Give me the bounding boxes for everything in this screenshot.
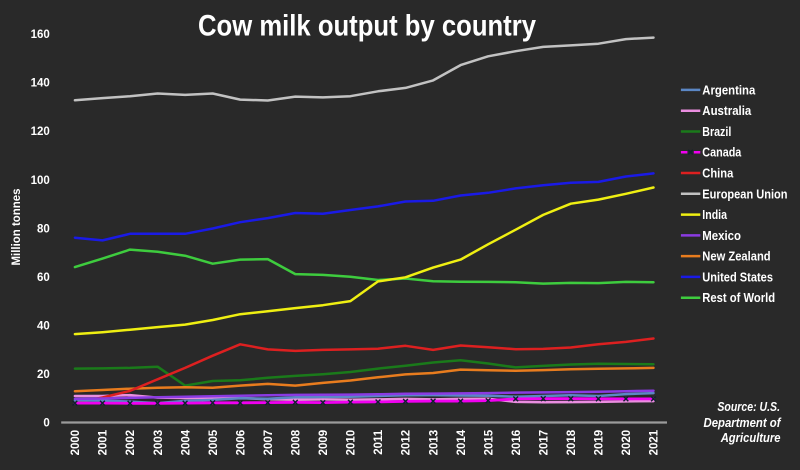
svg-text:2010: 2010 <box>346 430 358 456</box>
svg-text:2005: 2005 <box>208 429 220 455</box>
svg-text:2021: 2021 <box>649 429 661 455</box>
svg-text:Cow milk output by country: Cow milk output by country <box>198 10 536 43</box>
svg-text:2008: 2008 <box>291 429 303 455</box>
svg-text:2019: 2019 <box>594 430 606 456</box>
svg-text:European Union: European Union <box>702 187 787 201</box>
svg-text:Argentina: Argentina <box>702 83 756 97</box>
svg-text:2003: 2003 <box>153 430 165 456</box>
svg-text:2012: 2012 <box>401 430 413 456</box>
svg-text:Source: U.S.: Source: U.S. <box>717 400 780 414</box>
svg-text:2002: 2002 <box>125 430 137 456</box>
svg-text:Australia: Australia <box>702 104 752 118</box>
svg-text:Million tonnes: Million tonnes <box>9 188 23 265</box>
svg-text:2006: 2006 <box>235 430 247 456</box>
svg-text:0: 0 <box>43 418 49 430</box>
svg-text:China: China <box>702 167 734 181</box>
svg-text:100: 100 <box>31 175 50 187</box>
svg-text:40: 40 <box>37 321 50 333</box>
svg-text:Rest of World: Rest of World <box>702 291 775 305</box>
svg-text:160: 160 <box>31 29 50 41</box>
svg-text:2001: 2001 <box>98 429 110 455</box>
svg-text:2000: 2000 <box>70 430 82 456</box>
svg-text:2007: 2007 <box>263 430 275 456</box>
svg-text:2013: 2013 <box>428 430 440 456</box>
svg-text:2020: 2020 <box>621 430 633 456</box>
svg-text:2011: 2011 <box>373 429 385 455</box>
svg-text:Canada: Canada <box>702 146 742 160</box>
svg-text:Mexico: Mexico <box>702 229 741 243</box>
svg-text:2015: 2015 <box>483 429 495 455</box>
svg-text:United States: United States <box>702 270 773 284</box>
svg-text:20: 20 <box>37 369 50 381</box>
svg-text:2014: 2014 <box>456 429 468 455</box>
svg-text:2009: 2009 <box>318 430 330 456</box>
svg-text:2017: 2017 <box>539 430 551 456</box>
svg-text:2004: 2004 <box>180 429 192 455</box>
svg-text:140: 140 <box>31 78 50 90</box>
svg-text:2018: 2018 <box>566 429 578 455</box>
svg-text:Department of: Department of <box>704 416 783 430</box>
svg-text:120: 120 <box>31 126 50 138</box>
svg-text:India: India <box>702 208 728 222</box>
svg-text:New Zealand: New Zealand <box>702 250 770 264</box>
svg-text:Brazil: Brazil <box>702 125 731 139</box>
svg-text:2016: 2016 <box>511 430 523 456</box>
svg-text:80: 80 <box>37 223 50 235</box>
svg-text:Agriculture: Agriculture <box>720 431 781 445</box>
svg-text:60: 60 <box>37 272 50 284</box>
